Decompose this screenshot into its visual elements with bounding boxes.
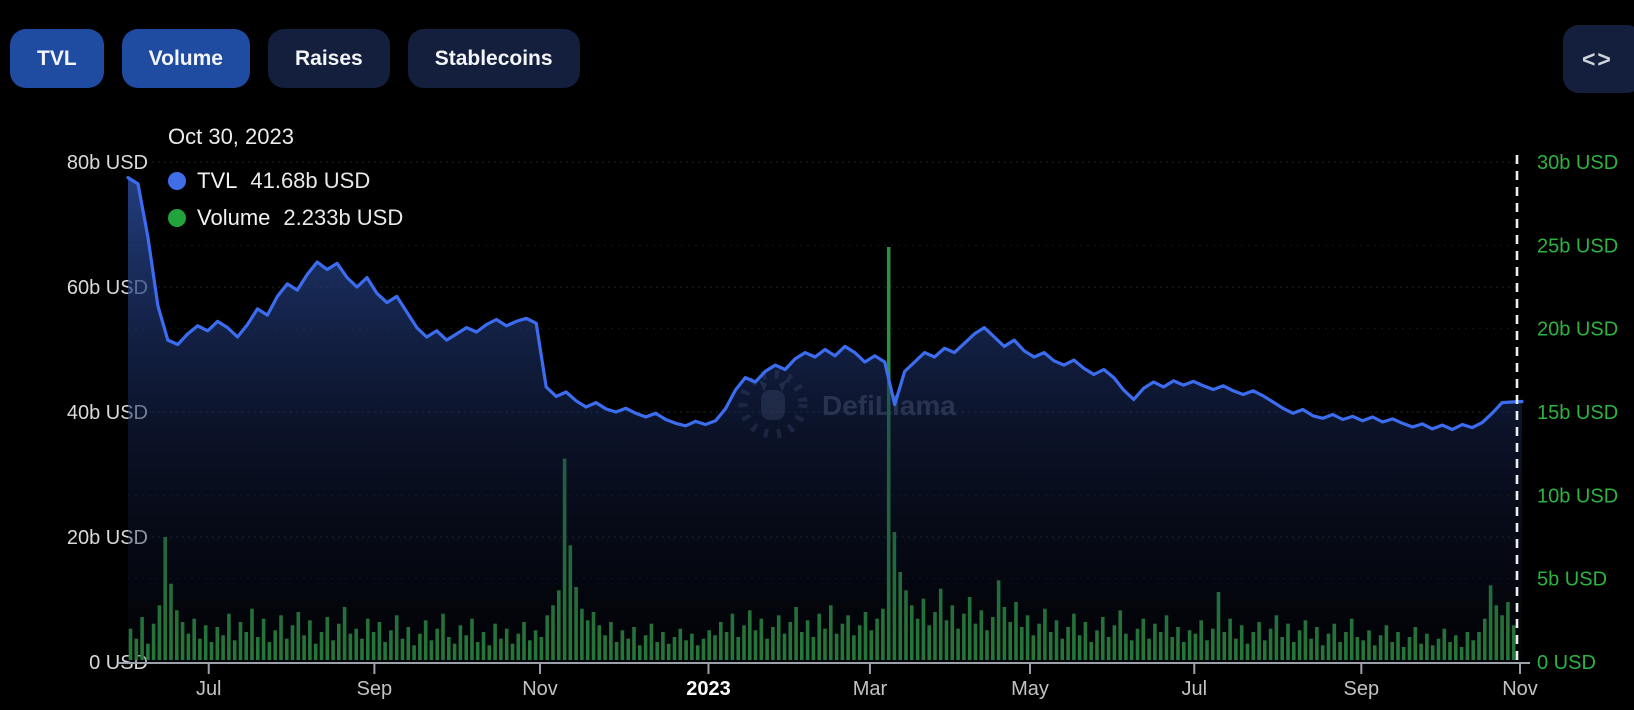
x-axis-label: Sep xyxy=(357,678,393,700)
left-axis-label: 80b USD xyxy=(67,152,148,174)
tooltip-row-tvl: TVL 41.68b USD xyxy=(168,162,403,199)
right-axis-label: 25b USD xyxy=(1537,235,1618,257)
right-axis-label: 15b USD xyxy=(1537,402,1618,424)
code-icon: <> xyxy=(1582,45,1613,72)
x-axis-label: Nov xyxy=(1502,678,1538,700)
toolbar-button-tvl[interactable]: TVL xyxy=(10,29,104,88)
left-axis-label: 60b USD xyxy=(67,277,148,299)
chart-type-toolbar: TVL Volume Raises Stablecoins xyxy=(10,29,580,88)
toolbar-button-volume[interactable]: Volume xyxy=(121,29,250,88)
x-axis-label: 2023 xyxy=(686,678,731,700)
left-axis-label: 20b USD xyxy=(67,527,148,549)
toolbar-button-raises[interactable]: Raises xyxy=(267,29,390,88)
tvl-line xyxy=(126,176,1524,432)
right-axis-label: 0 USD xyxy=(1537,652,1596,674)
x-axis-label: Mar xyxy=(853,678,888,700)
tooltip-rows: TVL 41.68b USD Volume 2.233b USD xyxy=(168,162,403,236)
embed-code-button[interactable]: <> xyxy=(1563,25,1634,93)
right-axis-label: 30b USD xyxy=(1537,152,1618,174)
series-value: 2.233b USD xyxy=(283,204,404,230)
series-value: 41.68b USD xyxy=(250,167,371,193)
x-axis-label: Jul xyxy=(1181,678,1207,700)
toolbar-button-stablecoins[interactable]: Stablecoins xyxy=(407,29,580,88)
tvl-series-dot xyxy=(168,171,186,190)
series-name: Volume xyxy=(197,204,271,230)
x-axis-label: Jul xyxy=(196,678,222,700)
volume-series-dot xyxy=(168,208,186,227)
tvl-area xyxy=(128,177,1522,662)
right-axis-label: 5b USD xyxy=(1537,569,1607,591)
tooltip-date: Oct 30, 2023 xyxy=(168,124,294,149)
right-axis-label: 10b USD xyxy=(1537,485,1618,507)
x-axis-label: Nov xyxy=(522,678,558,700)
right-axis-label: 20b USD xyxy=(1537,319,1618,341)
left-axis-label: 40b USD xyxy=(67,402,148,424)
chart-tooltip: Oct 30, 2023 TVL 41.68b USD Volume 2.233b U… xyxy=(168,124,403,236)
x-axis-label: May xyxy=(1011,678,1049,700)
x-axis-label: Sep xyxy=(1344,678,1380,700)
tooltip-row-volume: Volume 2.233b USD xyxy=(168,199,403,236)
series-name: TVL xyxy=(197,167,238,193)
